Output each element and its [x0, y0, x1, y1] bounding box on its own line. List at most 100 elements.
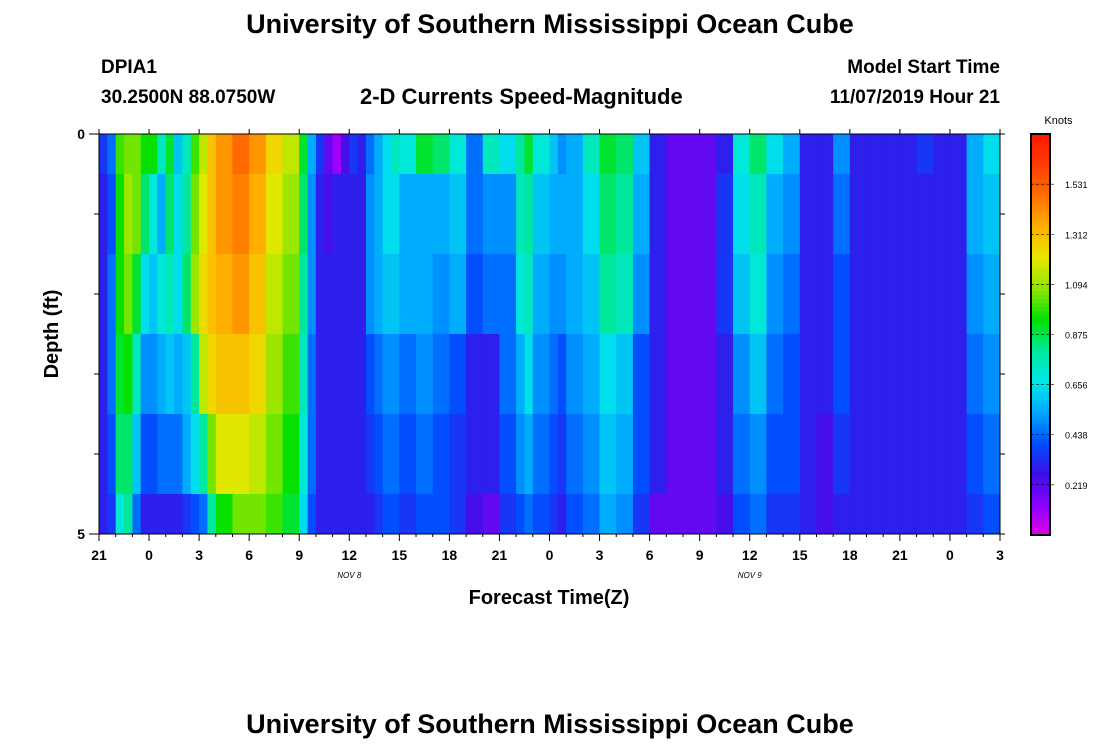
- heatmap-cell: [215, 134, 234, 175]
- heatmap-cell: [649, 134, 667, 175]
- colorbar-swatch: [1031, 274, 1050, 279]
- heatmap-cell: [307, 414, 317, 495]
- heatmap-cell: [866, 254, 884, 335]
- colorbar-swatch: [1031, 170, 1050, 175]
- heatmap-cell: [966, 254, 984, 335]
- heatmap-cell: [332, 334, 342, 415]
- heatmap-cell: [566, 494, 584, 534]
- colorbar-swatch: [1031, 326, 1050, 332]
- heatmap-cell: [666, 134, 684, 175]
- heatmap-cell: [124, 134, 133, 175]
- heatmap-cell: [382, 174, 392, 255]
- colorbar-swatch: [1031, 522, 1050, 528]
- colorbar-swatch: [1031, 474, 1050, 480]
- heatmap-cell: [783, 254, 801, 335]
- heatmap-cell: [307, 174, 317, 255]
- colorbar-swatch: [1031, 342, 1050, 348]
- heatmap-cell: [432, 134, 450, 175]
- colorbar-swatch: [1031, 518, 1050, 524]
- heatmap-cell: [499, 174, 517, 255]
- heatmap-cell: [365, 254, 375, 335]
- heatmap-cell: [783, 174, 801, 255]
- heatmap-cell: [232, 134, 250, 175]
- heatmap-cell: [299, 494, 309, 534]
- heatmap-cell: [157, 334, 167, 415]
- model-start-value: 11/07/2019 Hour 21: [829, 87, 1000, 108]
- colorbar-swatch: [1031, 278, 1050, 283]
- heatmap-cell: [249, 414, 267, 495]
- colorbar-tick-label: 1.531: [1065, 180, 1088, 190]
- heatmap-cell: [749, 414, 768, 495]
- heatmap-cell: [449, 334, 467, 415]
- heatmap-cell: [766, 494, 784, 534]
- heatmap-cell: [315, 174, 325, 255]
- heatmap-cell: [699, 494, 717, 534]
- colorbar-swatch: [1031, 250, 1050, 255]
- y-axis: 05: [77, 126, 1005, 542]
- heatmap-cell: [557, 334, 567, 415]
- heatmap-cell: [315, 414, 325, 495]
- heatmap-cell: [599, 174, 617, 255]
- heatmap-cell: [816, 414, 834, 495]
- heatmap-cell: [140, 334, 150, 415]
- heatmap-cell: [499, 494, 517, 534]
- colorbar-swatch: [1031, 398, 1050, 404]
- heatmap-cell: [157, 174, 167, 255]
- colorbar-swatch: [1031, 514, 1050, 520]
- heatmap-cell: [716, 174, 734, 255]
- heatmap-cell: [833, 334, 851, 415]
- heatmap-cell: [916, 414, 934, 495]
- x-tick-label: 21: [892, 547, 908, 563]
- colorbar-swatch: [1031, 226, 1050, 231]
- heatmap-cell: [157, 254, 167, 335]
- heatmap-cell: [265, 134, 284, 175]
- heatmap-cell: [516, 134, 526, 175]
- heatmap-cell: [416, 334, 434, 415]
- heatmap-cell: [482, 334, 501, 415]
- heatmap-cell: [315, 334, 325, 415]
- heatmap-cell: [107, 254, 117, 335]
- heatmap-cell: [182, 334, 192, 415]
- heatmap-cell: [524, 414, 534, 495]
- heatmap-cell: [532, 414, 551, 495]
- heatmap-cell: [282, 174, 300, 255]
- heatmap-cell: [365, 134, 375, 175]
- heatmap-cell: [499, 334, 517, 415]
- heatmap-cell: [582, 254, 601, 335]
- colorbar-tick-label: 0.219: [1065, 481, 1088, 491]
- heatmap-cell: [332, 174, 342, 255]
- heatmap-cell: [899, 414, 918, 495]
- heatmap-cell: [265, 414, 284, 495]
- heatmap-cell: [149, 414, 158, 495]
- heatmap-cell: [399, 134, 417, 175]
- colorbar-swatch: [1031, 406, 1050, 412]
- heatmap-cell: [307, 334, 317, 415]
- heatmap-cell: [949, 494, 968, 534]
- heatmap-cell: [365, 174, 375, 255]
- heatmap-cell: [332, 254, 342, 335]
- heatmap-cell: [566, 414, 584, 495]
- heatmap-cell: [324, 414, 334, 495]
- y-tick-label: 0: [77, 126, 85, 142]
- x-tick-label: 9: [295, 547, 303, 563]
- heatmap-cell: [140, 414, 150, 495]
- heatmap-cell: [949, 254, 968, 335]
- page-title: University of Southern Mississippi Ocean…: [246, 9, 854, 39]
- colorbar-swatch: [1031, 198, 1050, 203]
- heatmap-cell: [549, 134, 559, 175]
- colorbar-swatch: [1031, 134, 1050, 139]
- heatmap-cell: [190, 254, 200, 335]
- heatmap-cell: [374, 254, 384, 335]
- heatmap-cell: [833, 134, 851, 175]
- colorbar-swatch: [1031, 262, 1050, 267]
- heatmap-cell: [699, 334, 717, 415]
- heatmap-cell: [315, 254, 325, 335]
- colorbar-swatch: [1031, 178, 1050, 183]
- heatmap-cell: [466, 414, 484, 495]
- heatmap-cell: [749, 334, 768, 415]
- colorbar-swatch: [1031, 366, 1050, 372]
- plot-title: 2-D Currents Speed-Magnitude: [360, 84, 683, 109]
- heatmap-cell: [799, 334, 818, 415]
- heatmap-cell: [357, 174, 367, 255]
